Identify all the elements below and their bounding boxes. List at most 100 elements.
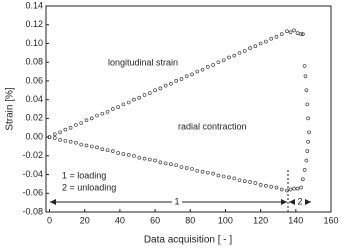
- data-point: [242, 49, 247, 53]
- data-point: [79, 121, 84, 125]
- data-point: [84, 143, 89, 148]
- data-point: [137, 95, 142, 100]
- data-point: [174, 163, 179, 168]
- data-point: [174, 79, 179, 83]
- data-point: [232, 53, 237, 58]
- data-point: [52, 136, 57, 140]
- data-point: [211, 63, 215, 67]
- data-point: [305, 102, 310, 107]
- y-tick-label: 0.14: [25, 0, 43, 10]
- data-point: [304, 158, 309, 163]
- data-point: [211, 171, 215, 176]
- data-point: [302, 168, 307, 172]
- data-point: [137, 155, 142, 160]
- data-point: [121, 152, 126, 156]
- data-point: [142, 93, 147, 97]
- annotation: 1 = loading: [62, 170, 106, 180]
- data-point: [285, 188, 289, 193]
- data-point: [232, 176, 237, 181]
- y-axis-label: Strain [%]: [5, 87, 16, 131]
- data-point: [89, 116, 94, 121]
- data-point: [253, 181, 258, 185]
- data-point: [179, 77, 184, 81]
- data-point: [242, 179, 247, 183]
- data-point: [132, 153, 136, 158]
- data-point: [237, 178, 242, 183]
- y-tick-label: -0.08: [22, 206, 43, 216]
- data-point: [121, 102, 126, 107]
- data-point: [299, 185, 303, 190]
- data-point: [95, 113, 99, 118]
- y-tick-label: 0.06: [25, 75, 43, 85]
- data-point: [292, 186, 296, 191]
- x-tick-label: 40: [115, 215, 125, 225]
- data-point: [68, 139, 73, 144]
- data-point: [269, 36, 274, 41]
- data-point: [258, 182, 263, 187]
- data-point: [184, 74, 189, 79]
- data-point: [305, 149, 310, 153]
- data-point: [95, 145, 99, 150]
- plot-frame: [45, 5, 332, 213]
- annotation: longitudinal strain: [108, 57, 178, 67]
- y-tick-label: -0.02: [22, 150, 43, 160]
- data-point: [306, 116, 310, 121]
- data-point: [163, 83, 168, 88]
- data-point: [184, 166, 189, 170]
- data-point: [190, 167, 194, 171]
- data-point: [303, 74, 308, 79]
- data-point: [307, 130, 311, 135]
- x-tick-label: 100: [218, 215, 233, 225]
- data-point: [295, 31, 300, 36]
- x-tick-label: 80: [185, 215, 195, 225]
- data-point: [288, 187, 293, 192]
- data-point: [147, 91, 152, 95]
- data-point: [301, 177, 305, 182]
- data-point: [158, 160, 163, 165]
- data-point: [116, 151, 120, 155]
- data-point: [79, 142, 84, 147]
- data-point: [169, 81, 173, 86]
- data-point: [68, 125, 73, 130]
- data-point: [285, 29, 289, 34]
- y-tick-label: -0.04: [22, 169, 43, 179]
- data-point: [302, 64, 307, 68]
- data-point: [216, 60, 221, 65]
- data-point: [264, 183, 268, 188]
- data-point: [47, 135, 52, 139]
- data-point: [221, 58, 226, 63]
- data-point: [248, 46, 252, 50]
- data-point: [100, 111, 105, 116]
- data-point: [169, 162, 173, 167]
- data-point: [147, 157, 152, 162]
- data-point: [258, 41, 263, 46]
- data-point: [142, 156, 147, 161]
- data-point: [126, 100, 131, 105]
- data-point: [227, 55, 231, 60]
- data-point: [100, 147, 105, 152]
- x-tick-label: 160: [323, 215, 338, 225]
- data-point: [153, 88, 157, 93]
- data-point: [163, 161, 168, 166]
- x-tick-label: 0: [47, 215, 52, 225]
- data-point: [227, 175, 231, 180]
- data-point: [200, 169, 205, 174]
- y-tick-label: -0.06: [22, 188, 43, 198]
- data-point: [52, 132, 57, 137]
- data-point: [304, 88, 309, 93]
- data-point: [126, 153, 131, 157]
- data-point: [274, 35, 279, 39]
- annotation: radial contraction: [178, 121, 247, 131]
- x-tick-label: 140: [288, 215, 303, 225]
- annotation: 1: [174, 196, 179, 206]
- data-point: [58, 138, 62, 142]
- data-point: [74, 140, 78, 145]
- data-point: [190, 72, 194, 77]
- data-point: [179, 165, 184, 169]
- y-tick-label: 0.08: [25, 57, 43, 67]
- data-point: [221, 174, 226, 179]
- data-point: [63, 138, 68, 143]
- data-point: [153, 158, 157, 163]
- data-point: [84, 118, 89, 123]
- data-point: [253, 44, 258, 49]
